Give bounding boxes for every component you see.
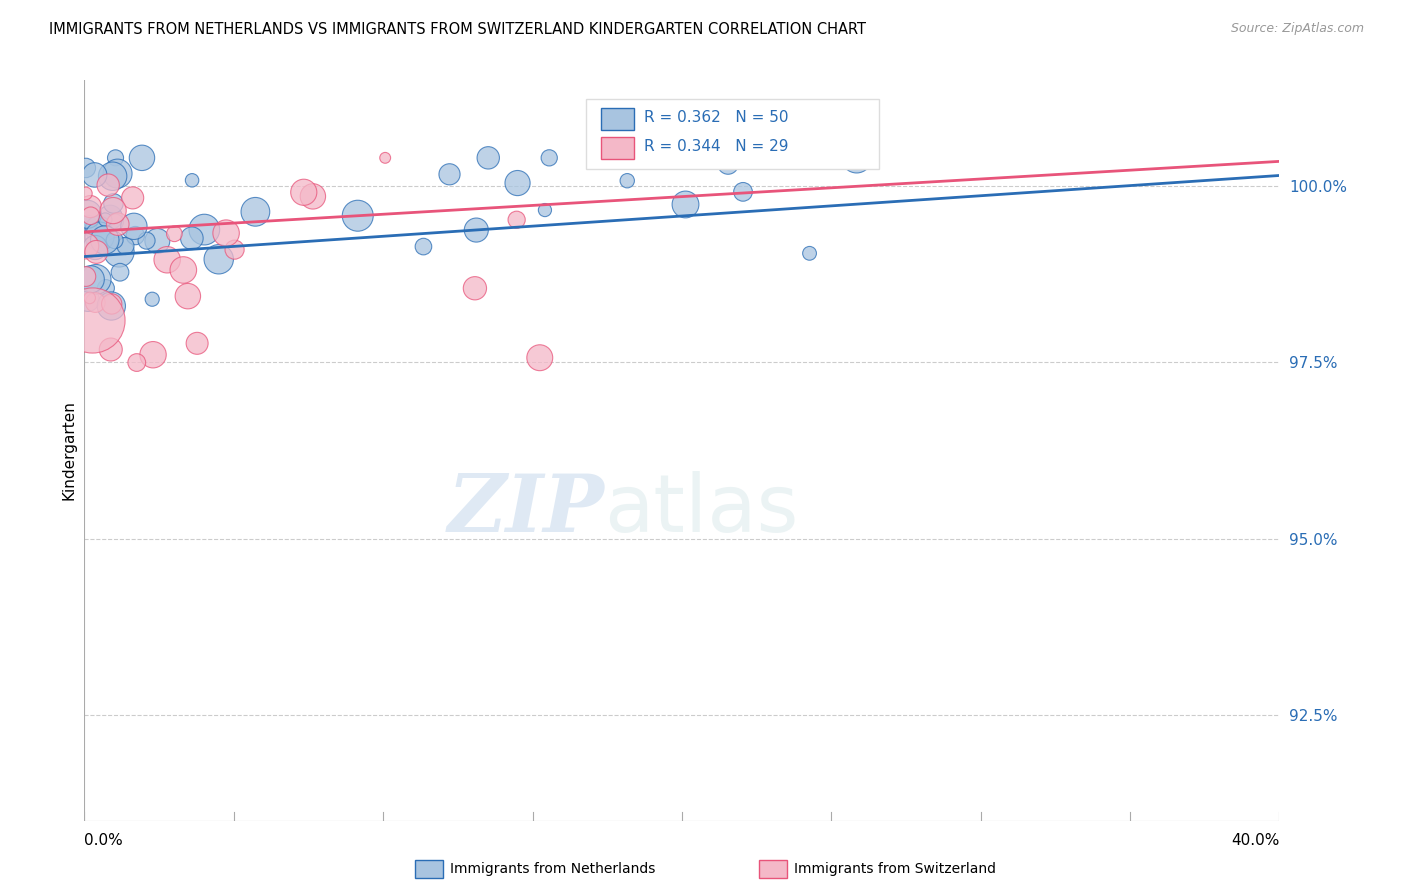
- Point: [83, 168, 105, 182]
- Point: [302, 189, 325, 203]
- Text: R = 0.344   N = 29: R = 0.344 N = 29: [644, 139, 789, 154]
- Point: [79, 200, 101, 214]
- Point: [534, 202, 557, 217]
- Point: [89, 229, 111, 244]
- Point: [346, 209, 368, 223]
- Point: [142, 348, 165, 362]
- Point: [97, 178, 120, 193]
- Point: [103, 196, 125, 211]
- Point: [374, 151, 396, 165]
- Point: [76, 207, 98, 221]
- Point: [215, 226, 238, 240]
- Point: [79, 291, 101, 305]
- Text: IMMIGRANTS FROM NETHERLANDS VS IMMIGRANTS FROM SWITZERLAND KINDERGARTEN CORRELAT: IMMIGRANTS FROM NETHERLANDS VS IMMIGRANT…: [49, 22, 866, 37]
- Point: [77, 293, 100, 307]
- Y-axis label: Kindergarten: Kindergarten: [60, 401, 76, 500]
- Point: [100, 299, 122, 313]
- Text: atlas: atlas: [605, 471, 799, 549]
- Text: Immigrants from Netherlands: Immigrants from Netherlands: [450, 862, 655, 876]
- Text: 40.0%: 40.0%: [1232, 833, 1279, 848]
- Text: ZIP: ZIP: [447, 471, 605, 549]
- Point: [292, 186, 315, 200]
- Point: [180, 231, 202, 245]
- FancyBboxPatch shape: [586, 99, 879, 169]
- Point: [731, 185, 754, 199]
- Point: [439, 167, 461, 181]
- Point: [104, 215, 127, 229]
- Point: [84, 240, 107, 254]
- Point: [506, 176, 529, 190]
- Point: [529, 351, 551, 365]
- Point: [121, 191, 143, 205]
- Point: [100, 297, 122, 311]
- Text: Immigrants from Switzerland: Immigrants from Switzerland: [794, 862, 997, 876]
- Point: [86, 244, 108, 259]
- Point: [146, 234, 169, 248]
- Point: [717, 157, 740, 171]
- Point: [186, 336, 208, 351]
- Point: [100, 343, 122, 357]
- Point: [101, 203, 124, 218]
- Point: [464, 281, 486, 295]
- Point: [505, 212, 527, 227]
- Point: [108, 244, 131, 259]
- Point: [208, 252, 231, 267]
- Bar: [600, 137, 634, 160]
- Point: [122, 219, 145, 234]
- Point: [163, 227, 186, 241]
- Point: [799, 246, 821, 260]
- Point: [141, 292, 163, 306]
- Point: [114, 239, 136, 253]
- Point: [104, 151, 127, 165]
- Point: [181, 173, 204, 187]
- Point: [845, 151, 868, 165]
- Point: [477, 151, 499, 165]
- Point: [245, 204, 267, 219]
- Point: [538, 151, 561, 165]
- Point: [80, 313, 103, 327]
- Point: [80, 272, 103, 286]
- Point: [177, 289, 200, 303]
- Point: [87, 222, 110, 236]
- Point: [224, 243, 246, 257]
- Point: [412, 239, 434, 253]
- Point: [94, 233, 117, 247]
- Point: [107, 217, 129, 231]
- Bar: [600, 108, 634, 130]
- Point: [101, 169, 124, 184]
- Point: [616, 174, 638, 188]
- Text: Source: ZipAtlas.com: Source: ZipAtlas.com: [1230, 22, 1364, 36]
- Point: [156, 252, 179, 267]
- Point: [75, 269, 97, 284]
- Point: [135, 234, 157, 248]
- Point: [94, 281, 117, 295]
- Point: [751, 155, 773, 169]
- Point: [104, 233, 127, 247]
- Point: [193, 222, 215, 236]
- Point: [465, 223, 488, 237]
- Point: [79, 209, 101, 223]
- Point: [75, 239, 97, 253]
- Point: [76, 218, 98, 232]
- Point: [675, 197, 697, 211]
- Point: [94, 212, 117, 227]
- Point: [84, 272, 107, 286]
- Point: [125, 355, 148, 369]
- Point: [124, 228, 146, 243]
- Point: [98, 211, 121, 225]
- Point: [75, 161, 97, 175]
- Point: [108, 265, 131, 279]
- Text: 0.0%: 0.0%: [84, 833, 124, 848]
- Point: [84, 295, 107, 310]
- Point: [75, 186, 97, 201]
- Point: [107, 167, 129, 181]
- Point: [131, 151, 153, 165]
- Point: [172, 263, 194, 277]
- Text: R = 0.362   N = 50: R = 0.362 N = 50: [644, 110, 789, 125]
